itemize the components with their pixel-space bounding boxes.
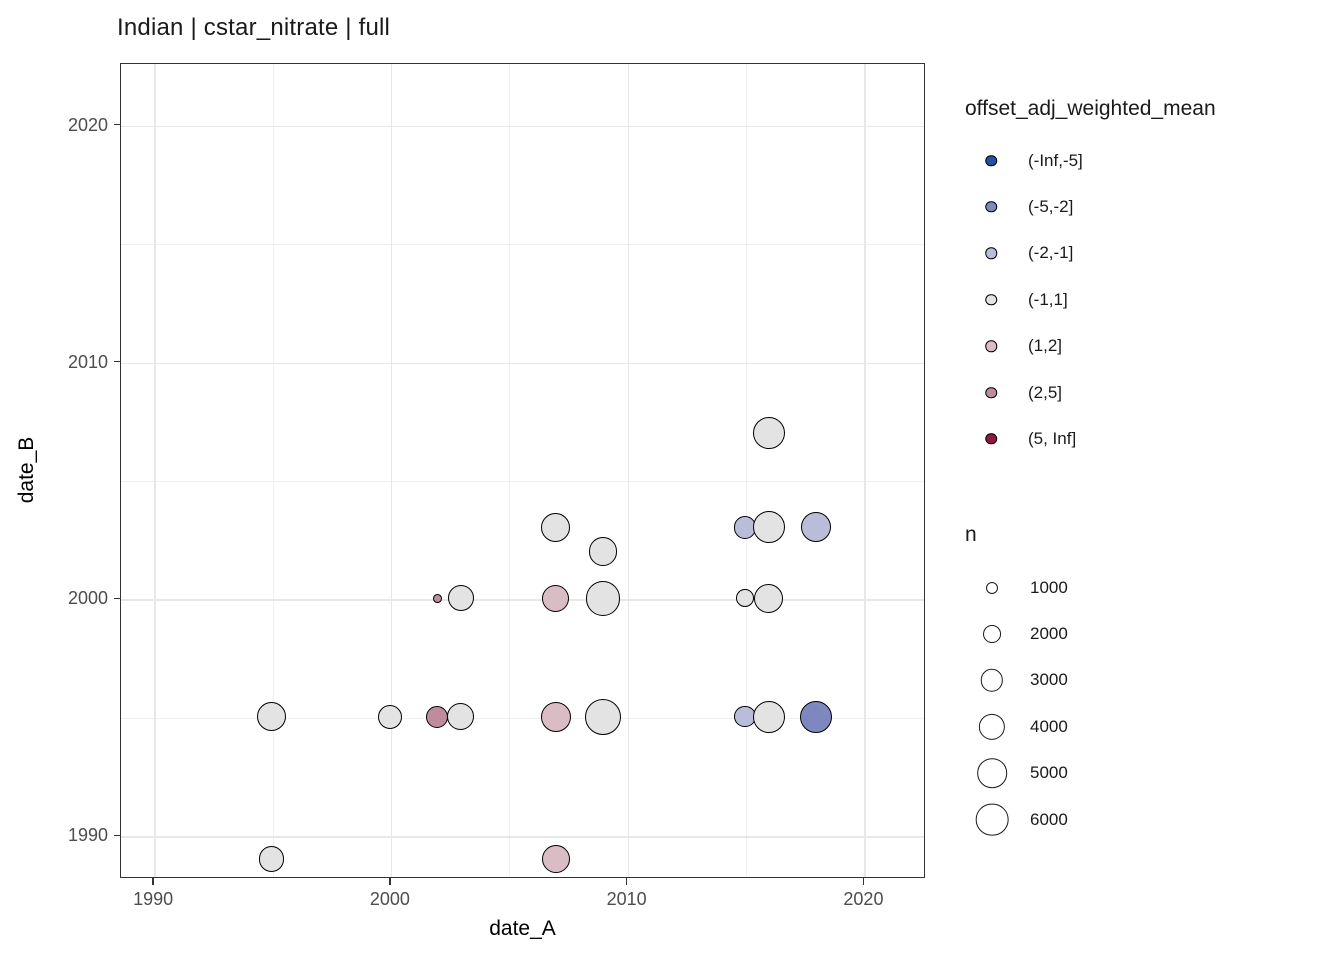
legend-size-circle [975, 803, 1009, 836]
y-tick-label: 1990 [67, 825, 108, 846]
x-tick [152, 878, 154, 885]
legend-color-swatch [985, 386, 997, 399]
x-tick [862, 878, 865, 885]
legend-item-label: 3000 [1030, 670, 1068, 690]
legend-item-label: 1000 [1030, 577, 1068, 597]
y-tick-label: 2020 [67, 114, 108, 135]
legend-color-swatch [985, 293, 997, 306]
legend-item-label: (-2,-1] [1028, 243, 1074, 263]
legend-color-swatch [985, 340, 997, 352]
y-tick-label: 2010 [67, 351, 108, 372]
legend-color-swatch [985, 247, 997, 260]
legend-item-label: (5, Inf] [1028, 428, 1077, 448]
gridline-major-vertical [154, 64, 156, 877]
gridline-minor-vertical [746, 64, 747, 877]
gridline-minor-horizontal [121, 717, 924, 719]
x-tick-label: 2020 [843, 889, 884, 909]
chart-title: Indian | cstar_nitrate | full [117, 14, 391, 41]
legend-size-circle [978, 713, 1006, 740]
gridline-major-horizontal [121, 599, 924, 601]
legend-item-label: 4000 [1030, 716, 1068, 736]
legend-item-label: 2000 [1030, 623, 1068, 643]
x-axis-title: date_A [489, 917, 556, 940]
legend-size-circle [983, 624, 1001, 643]
y-tick-label: 2000 [67, 588, 108, 609]
x-tick [389, 878, 391, 885]
x-tick-label: 2010 [606, 889, 647, 909]
size-legend-title: n [965, 523, 977, 546]
plot-panel [120, 63, 925, 878]
legend-color-swatch [985, 433, 997, 445]
gridline-minor-vertical [272, 64, 274, 877]
gridline-major-horizontal [121, 125, 924, 127]
gridline-major-horizontal [121, 362, 924, 364]
gridline-minor-horizontal [121, 244, 924, 245]
gridline-major-horizontal [121, 836, 924, 838]
legend-color-swatch [985, 154, 997, 167]
gridline-minor-horizontal [121, 480, 924, 482]
y-axis-title: date_B [15, 436, 38, 504]
legend-size-circle [980, 669, 1004, 692]
gridline-major-vertical [627, 64, 630, 877]
x-tick-label: 2000 [369, 889, 410, 909]
legend-item-label: (-Inf,-5] [1028, 150, 1083, 170]
x-tick [625, 878, 628, 885]
legend-color-swatch [985, 201, 997, 213]
legend-item-label: (1,2] [1028, 336, 1063, 356]
legend-size-circle [977, 758, 1007, 788]
legend-item-label: 6000 [1030, 809, 1068, 829]
legend-item-label: (-1,1] [1028, 289, 1068, 309]
x-tick-label: 1990 [133, 889, 174, 909]
color-legend-title: offset_adj_weighted_mean [965, 97, 1216, 120]
legend-item-label: (2,5] [1028, 382, 1063, 402]
gridline-minor-vertical [509, 64, 511, 877]
legend-item-label: 5000 [1030, 763, 1068, 783]
gridline-major-vertical [390, 64, 393, 877]
legend-item-label: (-5,-2] [1028, 196, 1074, 216]
gridline-major-vertical [864, 64, 866, 877]
legend-size-circle [986, 581, 998, 594]
